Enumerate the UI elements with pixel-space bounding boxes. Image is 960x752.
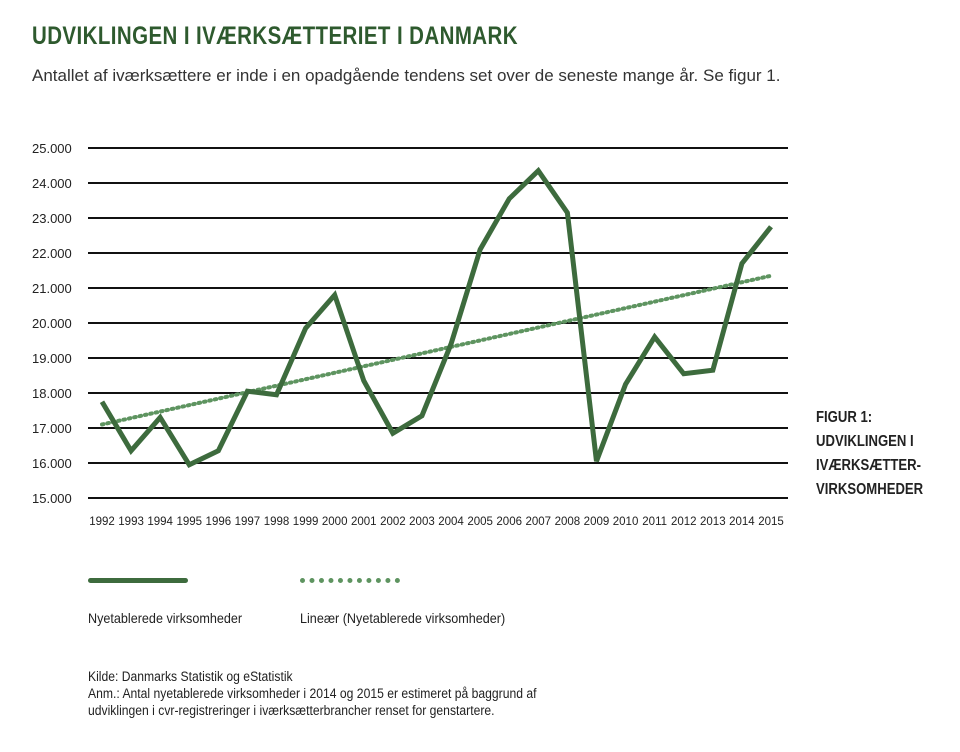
gridlines bbox=[88, 147, 788, 499]
y-tick-label: 15.000 bbox=[32, 491, 72, 506]
x-tick-label: 2009 bbox=[584, 516, 610, 528]
figure-caption-line: UDVIKLINGEN I bbox=[816, 433, 914, 450]
trend-line bbox=[100, 273, 773, 427]
y-tick-label: 23.000 bbox=[32, 211, 72, 226]
legend-trend-label: Lineær (Nyetablerede virksomheder) bbox=[300, 610, 506, 626]
y-tick-label: 16.000 bbox=[32, 456, 72, 471]
y-axis-ticks: 15.000 16.000 17.000 18.000 19.000 20.000 21.0… bbox=[32, 141, 72, 506]
page-subtitle: Antallet af iværksættere er inde i en op… bbox=[32, 66, 781, 85]
series-line bbox=[99, 166, 773, 468]
figure-caption: FIGUR 1: UDVIKLINGEN I IVÆRKSÆTTER- VIRK… bbox=[816, 406, 923, 502]
x-tick-label: 1993 bbox=[118, 516, 144, 528]
x-tick-label: 2008 bbox=[555, 516, 581, 528]
x-tick-label: 2012 bbox=[671, 516, 697, 528]
x-tick-label: 2010 bbox=[613, 516, 639, 528]
x-tick-label: 2014 bbox=[729, 516, 755, 528]
x-tick-label: 2013 bbox=[700, 516, 726, 528]
legend-item-trend: Lineær (Nyetablerede virksomheder) bbox=[300, 578, 505, 626]
y-tick-label: 25.000 bbox=[32, 141, 72, 156]
y-tick-label: 17.000 bbox=[32, 421, 72, 436]
y-tick-label: 24.000 bbox=[32, 176, 72, 191]
line-chart: 15.000 16.000 17.000 18.000 19.000 20.000 21.0… bbox=[32, 141, 788, 528]
x-tick-label: 2002 bbox=[380, 516, 406, 528]
x-tick-label: 1997 bbox=[235, 516, 261, 528]
x-tick-label: 2004 bbox=[438, 516, 464, 528]
x-tick-label: 1992 bbox=[89, 516, 115, 528]
legend-item-series: Nyetablerede virksomheder bbox=[88, 578, 242, 626]
figure-caption-line: IVÆRKSÆTTER- bbox=[816, 457, 921, 474]
series-line-layer bbox=[99, 166, 773, 468]
figure-caption-line: FIGUR 1: bbox=[816, 409, 873, 426]
x-tick-label: 1996 bbox=[206, 516, 232, 528]
source-text: Kilde: Danmarks Statistik og eStatistik bbox=[88, 669, 293, 684]
x-tick-label: 1995 bbox=[176, 516, 202, 528]
note-text-line: udviklingen i cvr-registreringer i iværk… bbox=[88, 703, 495, 718]
page-title: UDVIKLINGEN I IVÆRKSÆTTERIET I DANMARK bbox=[32, 22, 518, 50]
x-tick-label: 2011 bbox=[642, 516, 667, 528]
y-tick-label: 20.000 bbox=[32, 316, 72, 331]
x-tick-label: 2000 bbox=[322, 516, 348, 528]
figure-caption-line: VIRKSOMHEDER bbox=[816, 481, 924, 498]
x-tick-label: 2001 bbox=[351, 516, 377, 528]
x-axis-ticks: 1992 1993 1994 1995 1996 1997 1998 1999 2000 2001… bbox=[89, 516, 784, 528]
legend-solid-swatch bbox=[88, 578, 188, 583]
legend-series-label: Nyetablerede virksomheder bbox=[88, 610, 243, 626]
y-tick-label: 19.000 bbox=[32, 351, 72, 366]
y-tick-label: 18.000 bbox=[32, 386, 72, 401]
x-tick-label: 1994 bbox=[147, 516, 173, 528]
note-text-line: Anm.: Antal nyetablerede virksomheder i … bbox=[88, 686, 537, 701]
x-tick-label: 2006 bbox=[496, 516, 522, 528]
x-tick-label: 1998 bbox=[264, 516, 290, 528]
x-tick-label: 2015 bbox=[758, 516, 784, 528]
x-tick-label: 2005 bbox=[467, 516, 493, 528]
x-tick-label: 2007 bbox=[526, 516, 552, 528]
legend-dotted-swatch bbox=[300, 578, 400, 583]
trend-line-layer bbox=[100, 273, 773, 427]
footnote: Kilde: Danmarks Statistik og eStatistik … bbox=[88, 668, 536, 719]
x-tick-label: 2003 bbox=[409, 516, 435, 528]
x-tick-label: 1999 bbox=[293, 516, 319, 528]
y-tick-label: 21.000 bbox=[32, 281, 72, 296]
y-tick-label: 22.000 bbox=[32, 246, 72, 261]
